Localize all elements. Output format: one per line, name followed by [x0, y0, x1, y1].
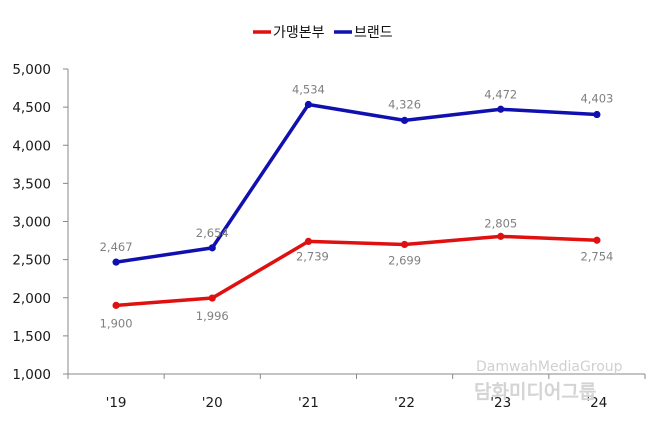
axes [67, 69, 645, 375]
series-line-1 [114, 102, 599, 264]
series-layer [112, 100, 601, 309]
y-tick-label: 2,000 [12, 291, 51, 307]
x-tick-label: '23 [490, 395, 511, 411]
data-point [208, 294, 216, 302]
y-tick-label: 1,000 [12, 367, 51, 383]
y-tick-label: 3,000 [12, 215, 51, 231]
data-point [593, 110, 601, 119]
y-tick-label: 4,500 [12, 100, 51, 116]
data-point [112, 301, 120, 309]
y-tick-label: 1,500 [12, 329, 51, 345]
data-point [497, 105, 505, 113]
x-tick-label: '19 [106, 395, 127, 411]
data-label: 4,472 [484, 87, 517, 101]
y-tick-label: 3,500 [12, 176, 51, 192]
watermark-korean: 담화미디어그룹 [474, 381, 596, 403]
y-tick-label: 4,000 [12, 138, 51, 154]
data-point [304, 100, 313, 109]
x-tick-label: '22 [394, 395, 415, 411]
y-axis-ticks: 1,000 1,500 2,000 2,500 3,000 3,500 4,000 4,500… [12, 62, 68, 383]
watermark-english: DamwahMediaGroup [476, 359, 623, 375]
series-line-0 [114, 234, 599, 308]
y-tick-label: 2,500 [12, 253, 51, 269]
data-label: 2,805 [484, 216, 517, 230]
data-labels: 1,900 1,996 2,739 2,699 2,805 2,754 2,467 2,654… [100, 83, 614, 331]
legend: 가맹본부 브랜드 [253, 25, 393, 41]
data-label: 4,534 [292, 83, 325, 97]
data-label: 2,467 [100, 240, 133, 254]
watermark: DamwahMediaGroup 담화미디어그룹 [474, 359, 623, 403]
data-point [593, 236, 601, 244]
legend-label-franchisor: 가맹본부 [273, 25, 325, 41]
data-point [400, 116, 409, 124]
data-point [400, 240, 409, 249]
data-point [112, 258, 120, 266]
x-tick-label: '24 [586, 395, 607, 411]
x-tick-label: '21 [298, 395, 319, 411]
data-point [304, 237, 313, 246]
data-label: 2,654 [196, 226, 229, 240]
data-label: 4,403 [580, 92, 613, 106]
data-point [497, 232, 505, 240]
data-label: 1,996 [196, 309, 229, 323]
legend-label-brand: 브랜드 [354, 25, 393, 41]
data-label: 2,754 [580, 249, 613, 263]
data-label: 4,326 [388, 97, 421, 111]
y-tick-label: 5,000 [12, 62, 51, 78]
data-point [208, 244, 216, 252]
data-label: 2,739 [296, 249, 329, 263]
x-axis-ticks: '19 '20 '21 '22 '23 '24 [67, 374, 646, 411]
data-label: 2,699 [388, 253, 421, 267]
data-label: 1,900 [100, 316, 133, 330]
x-tick-label: '20 [202, 395, 223, 411]
